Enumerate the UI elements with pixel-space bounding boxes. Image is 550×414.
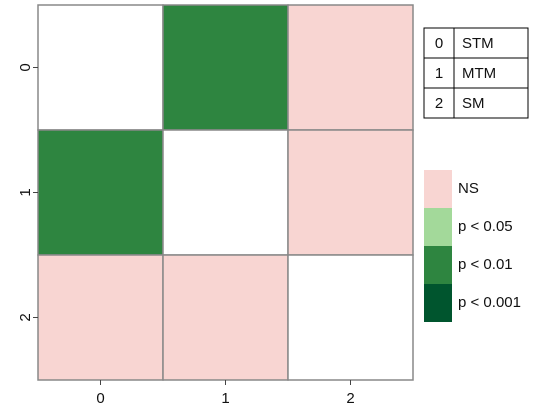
key-index: 0 bbox=[435, 35, 443, 52]
key-cell bbox=[453, 57, 529, 89]
y-tick-label: 2 bbox=[17, 313, 34, 321]
y-tick-label: 0 bbox=[17, 63, 34, 71]
key-label: MTM bbox=[462, 65, 496, 82]
legend-swatch bbox=[424, 284, 452, 322]
x-tick-label: 0 bbox=[96, 390, 104, 407]
x-tick-label: 2 bbox=[346, 390, 354, 407]
legend-label: NS bbox=[458, 180, 479, 197]
key-index: 1 bbox=[435, 65, 443, 82]
key-cell bbox=[453, 87, 529, 119]
heatmap-cell bbox=[162, 4, 289, 131]
heatmap-cell bbox=[37, 4, 164, 131]
heatmap-cell bbox=[287, 129, 414, 256]
key-label: STM bbox=[462, 35, 494, 52]
key-cell bbox=[423, 87, 455, 119]
heatmap-cell bbox=[162, 129, 289, 256]
legend-label: p < 0.01 bbox=[458, 256, 513, 273]
legend-swatch bbox=[424, 208, 452, 246]
key-label: SM bbox=[462, 95, 485, 112]
heatmap-cell bbox=[37, 129, 164, 256]
heatmap-cell bbox=[162, 254, 289, 381]
legend-swatch bbox=[424, 170, 452, 208]
key-cell bbox=[453, 27, 529, 59]
heatmap-cell bbox=[37, 254, 164, 381]
heatmap-cell bbox=[287, 4, 414, 131]
legend-swatch bbox=[424, 246, 452, 284]
y-tick-label: 1 bbox=[17, 188, 34, 196]
heatmap-cell bbox=[287, 254, 414, 381]
key-index: 2 bbox=[435, 95, 443, 112]
legend-label: p < 0.05 bbox=[458, 218, 513, 235]
x-tick-label: 1 bbox=[221, 390, 229, 407]
legend-label: p < 0.001 bbox=[458, 294, 521, 311]
